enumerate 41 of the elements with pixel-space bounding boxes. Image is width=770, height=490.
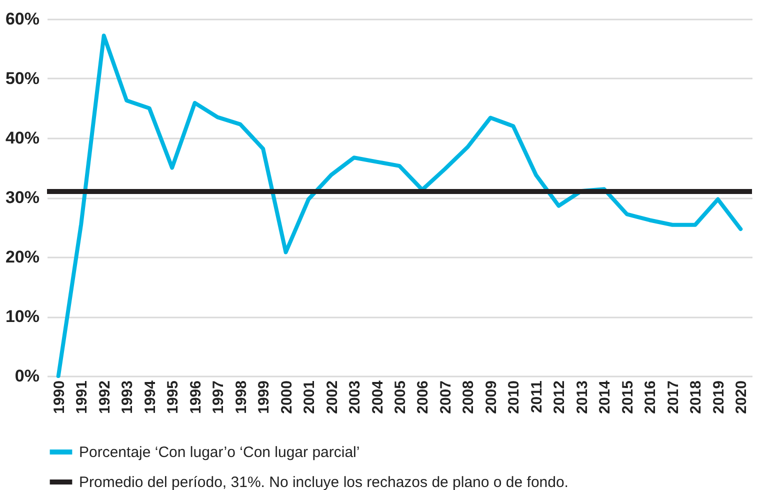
x-tick-label: 2017: [664, 380, 682, 414]
line-series: [56, 34, 743, 378]
x-tick-label: 1994: [142, 380, 159, 414]
legend-label: Promedio del período, 31%. No incluye los rechazos de plano o de fondo.: [79, 474, 568, 490]
y-tick-label: 20%: [5, 248, 40, 266]
x-tick-label: 1998: [232, 380, 250, 414]
x-tick-label: 2003: [346, 380, 364, 414]
x-tick-label: 2014: [596, 380, 614, 414]
x-tick-label: 2015: [619, 380, 636, 414]
y-tick-label: 60%: [5, 10, 40, 28]
y-tick-label: 30%: [5, 188, 40, 207]
x-tick-label: 2005: [392, 380, 409, 414]
x-tick-label: 2018: [688, 380, 705, 414]
x-tick-label: 2007: [437, 380, 454, 414]
x-tick-label: 1995: [164, 380, 182, 414]
x-tick-label: 2000: [278, 380, 296, 414]
y-tick-label: 40%: [5, 128, 40, 148]
x-tick-label: 1990: [50, 380, 68, 414]
y-tick-label: 10%: [5, 307, 40, 326]
x-tick-label: 1991: [74, 380, 91, 414]
x-tick-label: 2019: [710, 380, 728, 414]
x-tick-label: 2001: [301, 380, 318, 414]
x-tick-label: 1993: [119, 380, 136, 414]
x-tick-label: 2009: [482, 380, 500, 414]
x-tick-label: 2002: [324, 380, 341, 414]
y-tick-label: 50%: [5, 69, 40, 88]
x-tick-label: 1992: [96, 380, 114, 414]
x-tick-label: 2008: [460, 380, 478, 414]
x-tick-label: 2016: [642, 380, 660, 414]
x-tick-label: 2013: [574, 380, 591, 414]
x-tick-label: 1996: [187, 380, 204, 414]
x-tick-label: 2020: [733, 380, 750, 414]
x-tick-label: 1997: [210, 380, 228, 414]
x-tick-label: 2011: [528, 380, 546, 414]
legend-label: Porcentaje ‘Con lugar’o ‘Con lugar parcial’: [79, 444, 360, 461]
x-tick-label: 2004: [369, 380, 386, 414]
y-tick-label: 0%: [14, 366, 40, 386]
x-tick-label: 2010: [506, 380, 523, 414]
x-tick-label: 1999: [256, 380, 273, 414]
x-tick-label: 2012: [551, 380, 568, 414]
x-tick-label: 2006: [414, 380, 432, 414]
